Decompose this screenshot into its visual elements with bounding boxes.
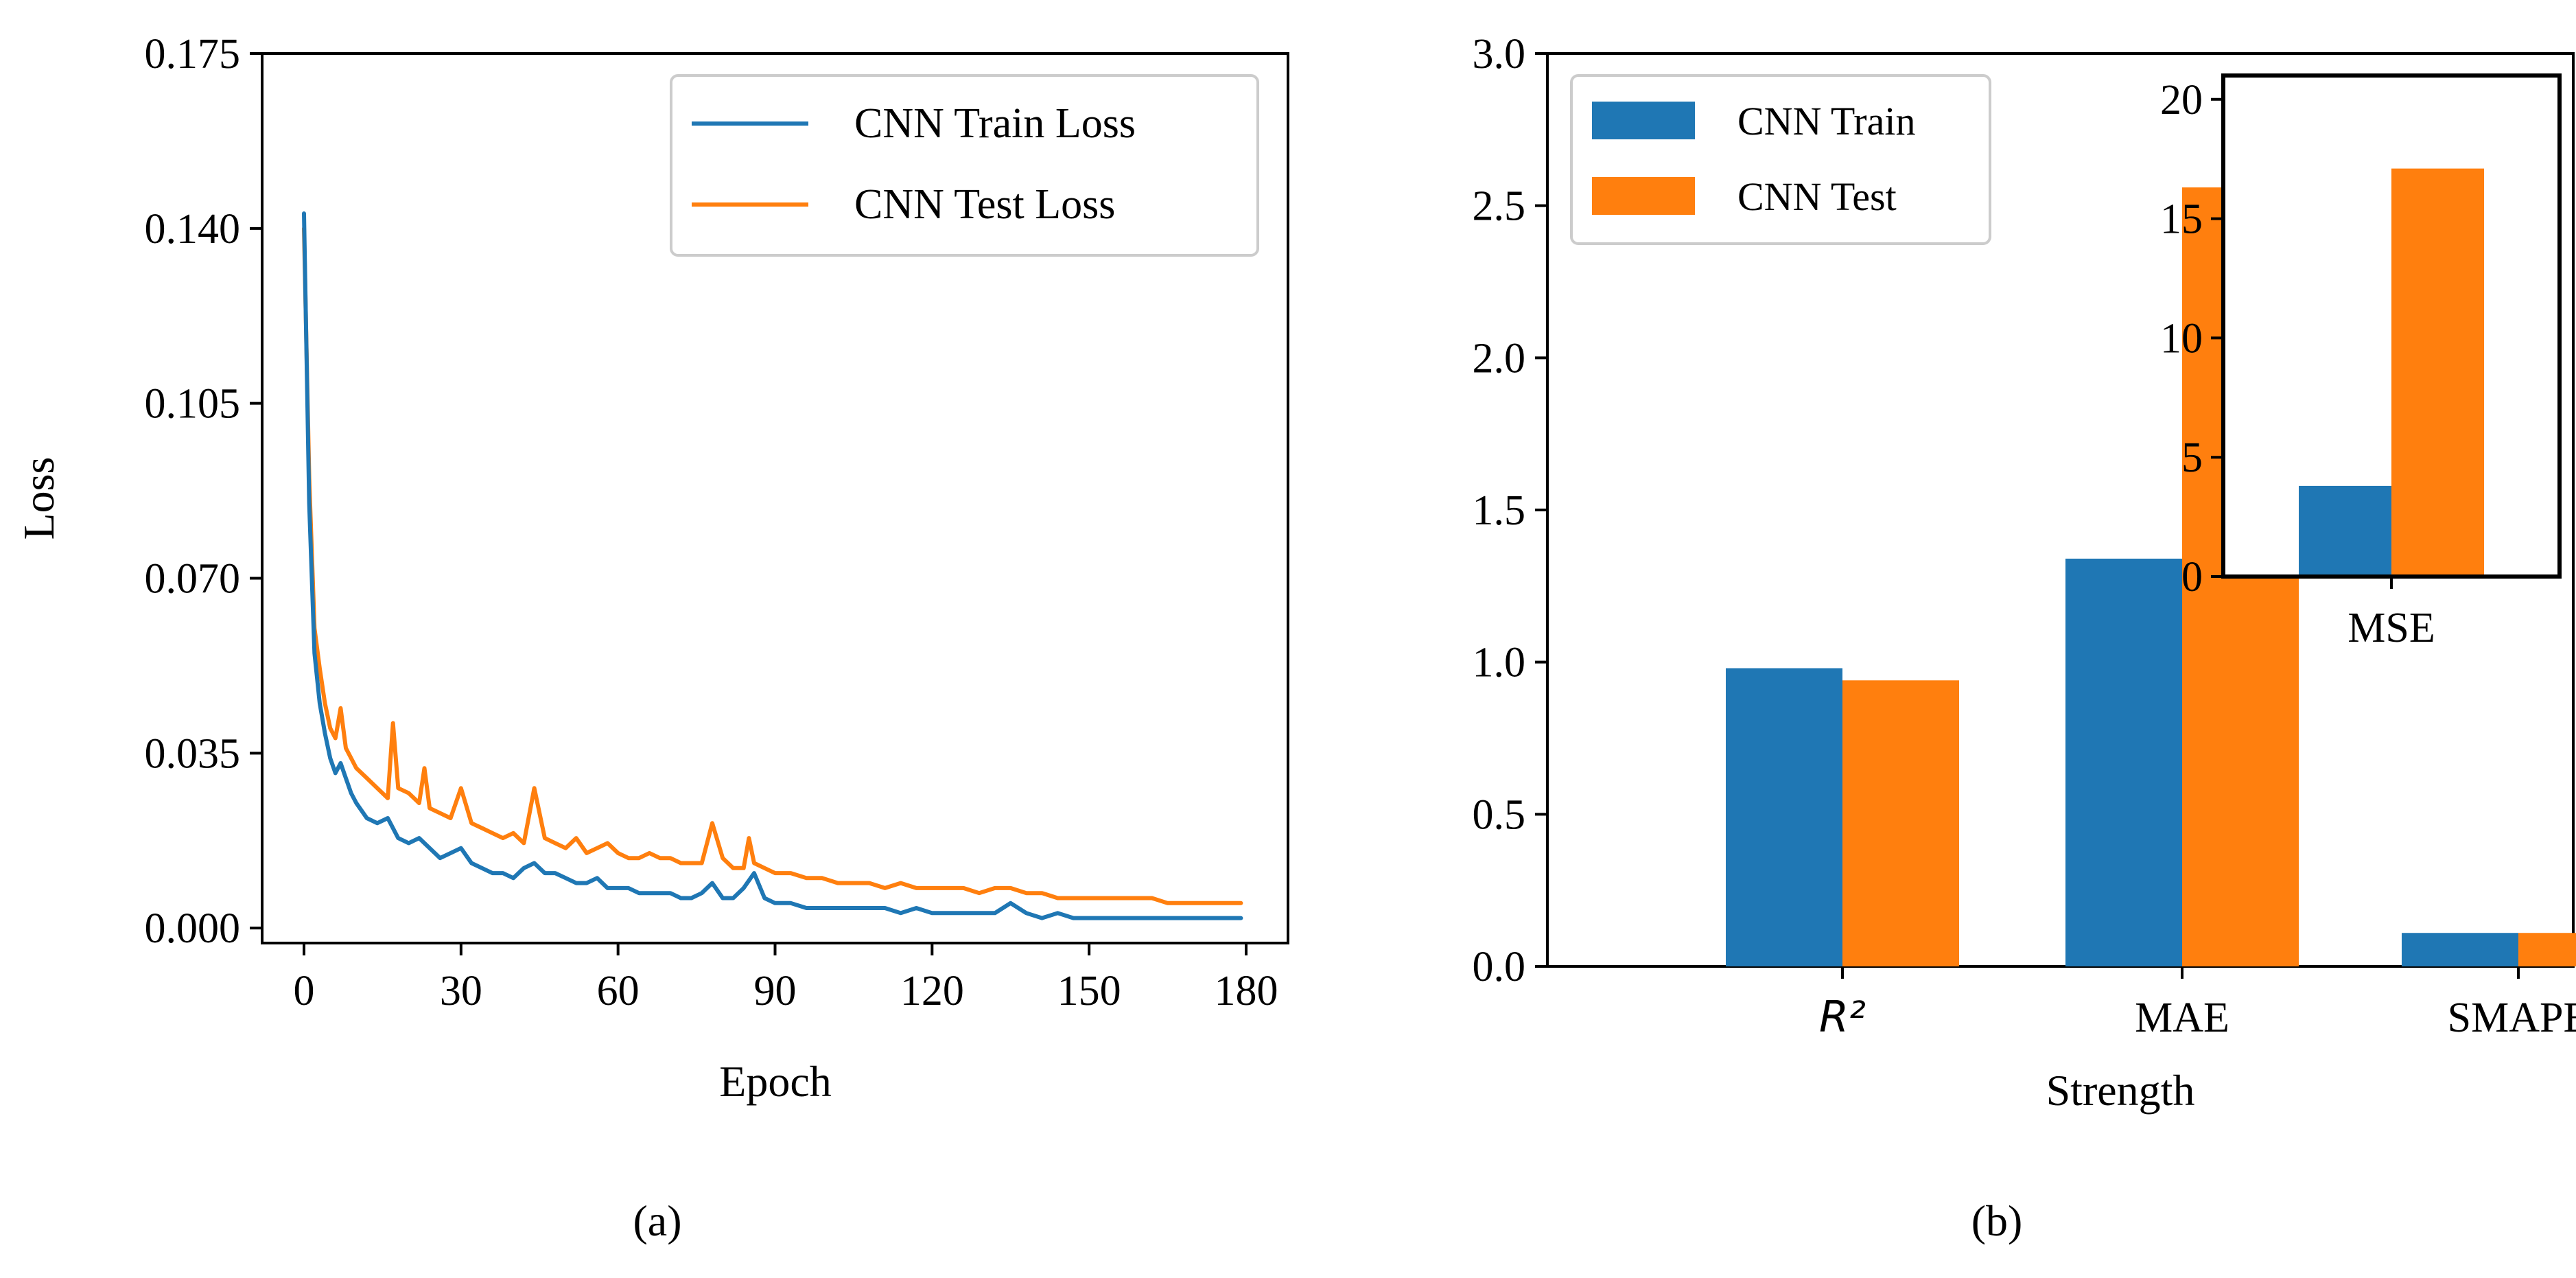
panel-b-y-tick-label: 3.0 [1473,31,1526,78]
bar-train-r2 [1726,668,1842,966]
legend-patch-train [1592,102,1695,139]
panel-a-legend-box [670,74,1259,257]
panel-a-x-tick-label: 180 [1214,968,1278,1014]
panel-b-y-tick-label: 0.0 [1473,944,1526,990]
bar-train-mae [2065,558,2182,966]
inset-y-tick-label: 20 [2160,77,2203,124]
panel-b-legend: CNN Train CNN Test [1570,74,1991,245]
panel-a-y-tick-label: 0.000 [145,905,241,952]
legend-label-test: CNN Test [1737,174,1897,219]
legend-label-test-loss: CNN Test Loss [854,181,1115,228]
panel-b-y-ticks: 0.0 0.5 1.0 1.5 2.0 2.5 3.0 [1473,31,1547,990]
panel-a-x-tick-label: 120 [900,968,964,1014]
panel-b-y-tick-label: 2.5 [1473,183,1526,230]
legend-label-train: CNN Train [1737,99,1915,143]
panel-a-y-tick-label: 0.175 [145,31,241,78]
inset-y-tick-label: 15 [2160,196,2203,243]
bar-train-smape [2402,933,2518,966]
legend-label-train-loss: CNN Train Loss [854,100,1136,147]
panel-a-y-axis-label: Loss [14,457,63,540]
inset-y-tick-label: 0 [2181,554,2203,601]
panel-b-x-tick-label-r2: R² [1819,992,1866,1042]
panel-b-metrics-chart: 0.0 0.5 1.0 1.5 2.0 2.5 3.0 R² MAE SMAPE CNN Tra… [1473,31,2576,1245]
panel-b-caption: (b) [1971,1196,2023,1245]
panel-b-x-tick-label-smape: SMAPE [2448,995,2576,1041]
panel-a-x-ticks: 0 30 60 90 120 150 180 [294,943,1278,1014]
panel-a-x-tick-label: 30 [440,968,482,1014]
inset-y-ticks: 0 5 10 15 20 [2160,77,2223,601]
panel-b-x-axis-label: Strength [2046,1066,2195,1115]
panel-a-y-ticks: 0.000 0.035 0.070 0.105 0.140 0.175 [145,31,262,952]
panel-a-x-tick-label: 150 [1057,968,1121,1014]
line-series-test-loss [302,226,1243,905]
inset-y-tick-label: 10 [2160,315,2203,362]
panel-b-y-tick-label: 0.5 [1473,791,1526,838]
panel-a-y-tick-label: 0.035 [145,730,241,777]
panel-b-y-tick-label: 2.0 [1473,335,1526,382]
panel-b-x-tick-label-mae: MAE [2135,995,2229,1041]
panel-a-y-tick-label: 0.070 [145,555,241,602]
panel-a-x-tick-label: 0 [294,968,315,1014]
panel-a-x-axis-label: Epoch [719,1057,832,1106]
panel-a-y-tick-label: 0.140 [145,206,241,253]
panel-a-loss-chart: 0.000 0.035 0.070 0.105 0.140 0.175 0 30 60 90 12… [14,31,1289,1245]
inset-bar-test-mse [2391,168,2484,577]
panel-b-inset-mse: 0 5 10 15 20 MSE [2160,73,2562,651]
inset-bars [2299,168,2484,577]
line-series-train-loss [302,211,1243,920]
bar-test-smape [2518,933,2576,966]
panel-b-y-tick-label: 1.5 [1473,487,1526,534]
inset-y-tick-label: 5 [2181,434,2203,481]
panel-b-x-ticks: R² MAE SMAPE [1819,966,2576,1042]
legend-patch-test [1592,177,1695,215]
inset-x-tick-label-mse: MSE [2347,605,2435,651]
panel-a-x-tick-label: 90 [754,968,797,1014]
panel-b-y-tick-label: 1.0 [1473,640,1526,686]
panel-a-series-lines [302,211,1243,920]
panel-a-x-tick-label: 60 [597,968,640,1014]
panel-a-legend: CNN Train Loss CNN Test Loss [670,74,1259,257]
inset-bar-train-mse [2299,485,2391,577]
bar-test-r2 [1842,680,1959,966]
panel-a-y-tick-label: 0.105 [145,381,241,428]
panel-a-caption: (a) [633,1196,681,1245]
